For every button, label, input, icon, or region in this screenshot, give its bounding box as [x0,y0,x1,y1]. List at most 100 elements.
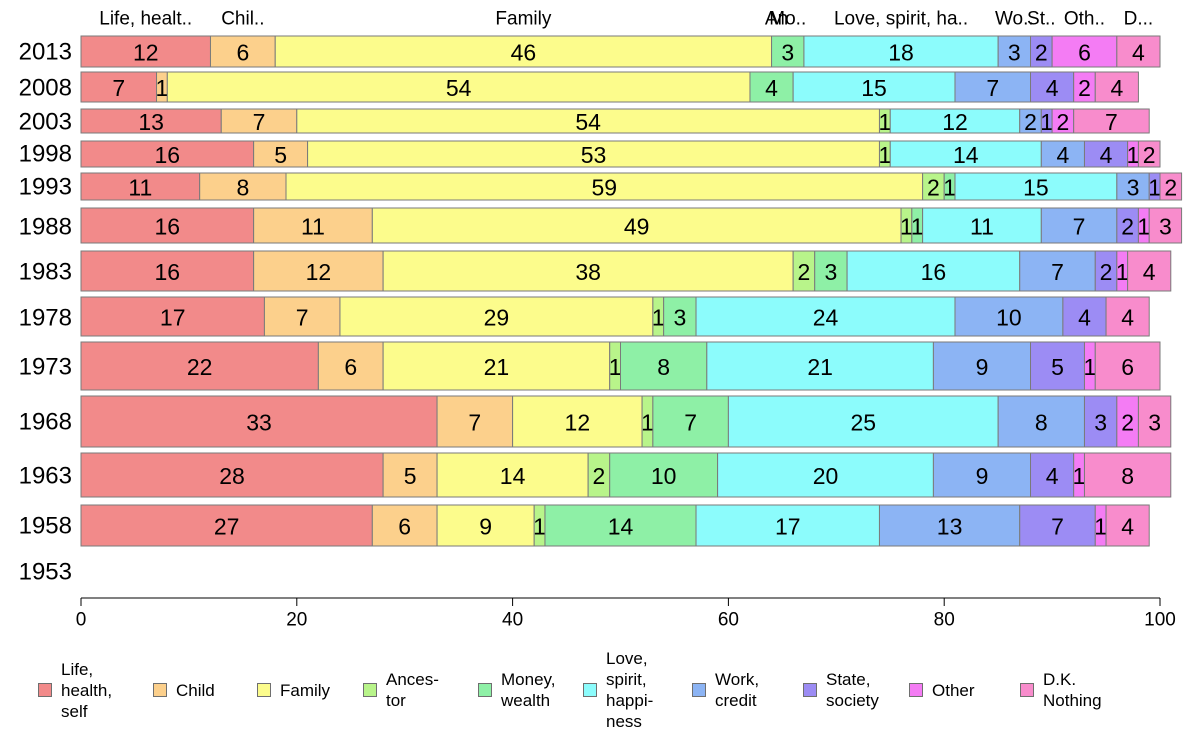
bar-segment [1083,452,1172,498]
data-label: 6 [1078,40,1091,66]
bar-segment [727,395,999,448]
legend-swatch [1020,683,1034,697]
data-label: 7 [296,305,309,331]
data-label: 6 [398,514,411,540]
data-label: 2 [1121,410,1134,436]
data-label: 17 [775,514,801,540]
bar-segment [382,341,611,391]
bar-segment [263,296,341,337]
y-tick-label: 1958 [19,513,72,540]
data-label: 6 [236,40,249,66]
bar-segment [620,341,708,391]
data-label: 4 [1132,40,1145,66]
data-label: 2 [1056,109,1069,135]
data-label: 28 [219,463,245,489]
data-label: 1 [1137,214,1150,240]
bar-segment [1030,71,1075,103]
bar-segment [80,250,255,292]
y-tick-label: 1978 [19,305,72,332]
x-tick-label: 80 [934,610,955,631]
bar-segment [1159,172,1183,201]
legend-label: Money, wealth [501,670,556,710]
data-label: 2 [1121,214,1134,240]
legend-swatch [38,683,52,697]
data-label: 27 [214,514,240,540]
data-label: 14 [953,142,979,168]
legend-label: Ances- tor [386,670,439,710]
bar-segment [997,395,1085,448]
legend: Life, health, self Child Family Ances- tor M… [30,648,1170,732]
x-tick-label: 100 [1144,610,1176,631]
bar-segment [1083,395,1118,448]
bar-segment [1094,341,1161,391]
legend-swatch [153,683,167,697]
bar-segment [1116,172,1150,201]
bar-segment [253,140,309,168]
data-label: 4 [1078,305,1091,331]
data-label: 10 [651,463,677,489]
bar-segment [317,341,384,391]
bar-segment [436,395,514,448]
bar-segment [274,35,773,68]
data-label: 1 [1127,142,1140,168]
data-label: 14 [608,514,634,540]
y-tick-label: 2003 [19,109,72,136]
data-label: 16 [155,214,181,240]
bar-segment [954,71,1032,103]
bar-segment [878,504,1021,547]
legend-item: Love, spirit, happi- ness [583,648,653,732]
legend-label: Love, spirit, happi- ness [606,649,654,731]
data-label: 10 [996,305,1022,331]
bar-segment [80,140,255,168]
x-axis: 0 20 40 60 80 100 [76,597,1176,631]
bar-segment [80,296,265,337]
data-label: 5 [404,463,417,489]
legend-swatch [803,683,817,697]
bar-segment [954,172,1118,201]
bar-segment [382,250,794,292]
data-label: 3 [781,40,794,66]
data-label: 2 [1035,40,1048,66]
data-label: 20 [813,463,839,489]
data-label: 11 [128,175,152,201]
data-label: 1 [1040,109,1053,135]
data-label: 16 [921,259,947,285]
data-label: 12 [133,40,159,66]
data-label: 17 [160,305,186,331]
data-label: 1 [911,214,924,240]
data-label: 2 [1164,175,1177,201]
data-label: 2 [1078,75,1091,101]
bar-segment [663,296,697,337]
data-label: 4 [1100,142,1113,168]
bar-segment [436,452,589,498]
bar-segment [771,35,805,68]
bar-segment [544,504,697,547]
data-label: 8 [657,354,670,380]
bar-segment [792,71,956,103]
data-label: 4 [1110,75,1123,101]
data-label: 16 [155,259,181,285]
bar-segment [814,250,848,292]
y-tick-label: 1988 [19,214,72,241]
legend-swatch [583,683,597,697]
data-label: 33 [246,410,272,436]
bar-segment [803,35,999,68]
column-header: Mo.. [769,9,806,30]
bar-segment [1062,296,1107,337]
column-header: St.. [1027,9,1056,30]
bar-segment [220,108,298,134]
legend-item: Ances- tor [363,648,439,732]
bar-segment [922,207,1042,244]
data-label: 1 [1083,354,1096,380]
data-label: 3 [673,305,686,331]
bar-segment [253,250,384,292]
legend-item: Family [257,648,330,732]
bar-segment [80,341,319,391]
y-tick-label: 1953 [19,559,72,586]
data-label: 8 [1035,410,1048,436]
bar-segment [954,296,1064,337]
y-tick-label: 2013 [19,39,72,66]
data-label: 2 [1100,259,1113,285]
data-label: 7 [1073,214,1086,240]
